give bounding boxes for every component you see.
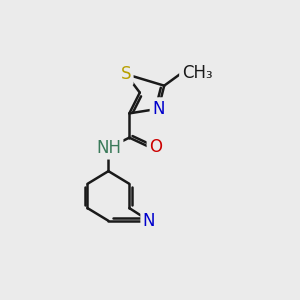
Text: N: N <box>143 212 155 230</box>
Text: CH₃: CH₃ <box>182 64 212 82</box>
Text: O: O <box>149 138 162 156</box>
Text: NH: NH <box>96 139 121 157</box>
Text: N: N <box>152 100 165 118</box>
Text: S: S <box>121 65 131 83</box>
